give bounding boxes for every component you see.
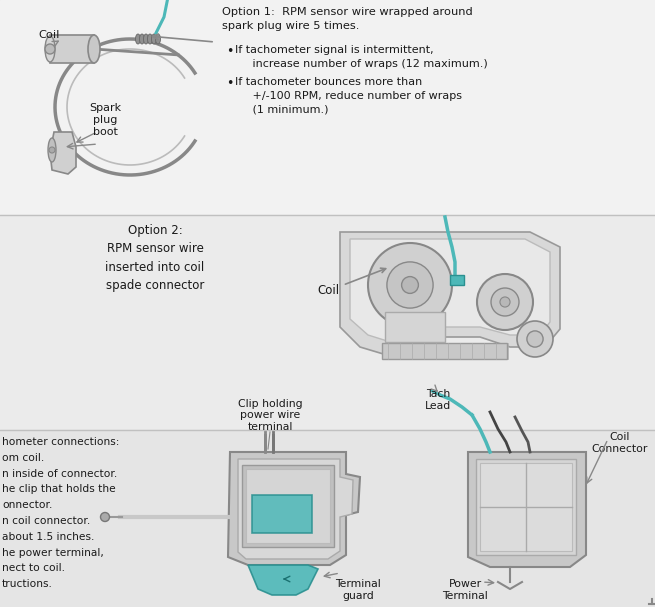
Ellipse shape xyxy=(48,138,56,162)
Text: n inside of connector.: n inside of connector. xyxy=(2,469,117,478)
Circle shape xyxy=(500,297,510,307)
Text: Coil: Coil xyxy=(318,268,386,297)
Text: Coil: Coil xyxy=(38,30,60,40)
Text: Option 1:  RPM sensor wire wrapped around
spark plug wire 5 times.: Option 1: RPM sensor wire wrapped around… xyxy=(222,7,473,30)
Ellipse shape xyxy=(140,34,145,44)
Polygon shape xyxy=(248,565,318,595)
Bar xyxy=(0,430,655,607)
Ellipse shape xyxy=(88,35,100,63)
Circle shape xyxy=(402,277,419,293)
Circle shape xyxy=(49,147,55,153)
Ellipse shape xyxy=(143,34,149,44)
Text: •: • xyxy=(226,45,233,58)
Text: Spark
plug
boot: Spark plug boot xyxy=(89,103,121,137)
Ellipse shape xyxy=(151,34,157,44)
Bar xyxy=(0,215,655,430)
Bar xyxy=(252,495,312,533)
Text: he power terminal,: he power terminal, xyxy=(2,548,103,558)
Bar xyxy=(0,0,655,215)
Text: Clip holding
power wire
terminal: Clip holding power wire terminal xyxy=(238,399,303,432)
Text: •: • xyxy=(226,77,233,90)
Text: Option 2:
RPM sensor wire
inserted into coil
spade connector: Option 2: RPM sensor wire inserted into … xyxy=(105,224,204,293)
Text: about 1.5 inches.: about 1.5 inches. xyxy=(2,532,94,542)
Polygon shape xyxy=(228,452,360,565)
Text: n coil connector.: n coil connector. xyxy=(2,516,90,526)
Circle shape xyxy=(517,321,553,357)
Bar xyxy=(50,35,94,63)
Polygon shape xyxy=(350,239,550,345)
Text: hometer connections:: hometer connections: xyxy=(2,437,119,447)
Bar xyxy=(385,312,445,342)
Polygon shape xyxy=(50,132,76,174)
Text: onnector.: onnector. xyxy=(2,500,52,510)
Text: If tachometer signal is intermittent,
     increase number of wraps (12 maximum.: If tachometer signal is intermittent, in… xyxy=(235,45,488,69)
Circle shape xyxy=(387,262,433,308)
Text: nect to coil.: nect to coil. xyxy=(2,563,65,574)
Circle shape xyxy=(45,44,55,54)
Polygon shape xyxy=(340,232,560,359)
Circle shape xyxy=(368,243,452,327)
Text: Terminal
guard: Terminal guard xyxy=(335,579,381,600)
Circle shape xyxy=(491,288,519,316)
Bar xyxy=(382,343,507,359)
Text: Tach
Lead: Tach Lead xyxy=(425,389,451,410)
Bar xyxy=(450,275,464,285)
Bar xyxy=(242,465,334,547)
Circle shape xyxy=(477,274,533,330)
Ellipse shape xyxy=(136,34,141,44)
Circle shape xyxy=(100,512,109,521)
Bar xyxy=(246,469,330,543)
Text: tructions.: tructions. xyxy=(2,579,53,589)
Circle shape xyxy=(527,331,543,347)
Ellipse shape xyxy=(147,34,153,44)
Bar xyxy=(480,463,572,551)
Text: Coil
Connector: Coil Connector xyxy=(592,432,648,453)
Text: If tachometer bounces more than
     +/-100 RPM, reduce number of wraps
     (1 : If tachometer bounces more than +/-100 R… xyxy=(235,77,462,114)
Polygon shape xyxy=(468,452,586,567)
Bar xyxy=(476,459,576,555)
Ellipse shape xyxy=(45,36,55,62)
Text: om coil.: om coil. xyxy=(2,453,45,463)
Text: he clip that holds the: he clip that holds the xyxy=(2,484,116,494)
Polygon shape xyxy=(238,459,353,559)
Text: Power
Terminal: Power Terminal xyxy=(442,579,488,600)
Ellipse shape xyxy=(155,34,160,44)
